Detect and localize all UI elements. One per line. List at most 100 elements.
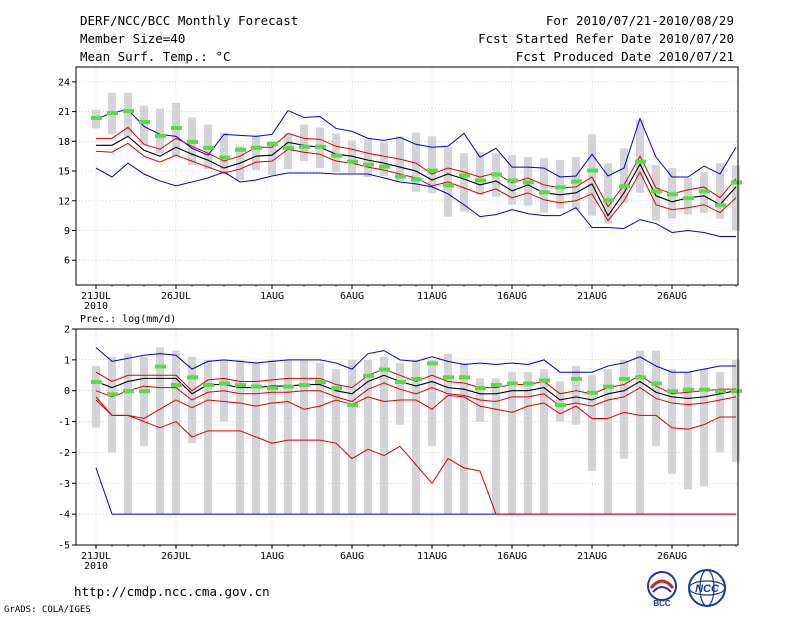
temp-xtick-label: 21JUL <box>81 291 111 302</box>
temp-observed-marker <box>331 153 342 158</box>
prec-observed-marker <box>203 383 214 388</box>
prec-observed-marker <box>395 379 406 384</box>
temp-observed-marker <box>91 116 102 121</box>
prec-spread-box <box>540 369 548 515</box>
prec-observed-marker <box>331 386 342 391</box>
temp-ytick-label: 9 <box>64 226 70 237</box>
temp-spread-box <box>300 124 308 162</box>
prec-xtick-label: 6AUG <box>340 551 364 562</box>
prec-lower-band-line <box>95 382 737 407</box>
prec-spread-box <box>204 359 212 515</box>
bcc-logo-text: BCC <box>653 599 671 608</box>
prec-observed-marker <box>555 403 566 408</box>
source-url[interactable]: http://cmdp.ncc.cma.gov.cn <box>74 584 270 599</box>
prec-spread-box <box>252 362 260 515</box>
prec-spread-box <box>732 359 740 462</box>
temp-spread-box <box>156 108 164 154</box>
temp-observed-marker <box>523 180 534 185</box>
temp-xtick-label: 21AUG <box>577 291 607 302</box>
prec-xtick-label: 16AUG <box>497 551 527 562</box>
prec-spread-box <box>684 372 692 490</box>
prec-observed-marker <box>379 367 390 372</box>
temp-spread-box <box>428 136 436 193</box>
prec-observed-marker <box>635 375 646 380</box>
temp-spread-box <box>252 135 260 171</box>
prec-ytick-label: 1 <box>64 355 70 366</box>
temp-ytick-label: 12 <box>58 196 70 207</box>
temp-observed-marker <box>107 111 118 116</box>
bcc-logo: BCC <box>647 571 677 608</box>
prec-ytick-label: 2 <box>64 325 70 336</box>
prec-observed-marker <box>155 364 166 369</box>
prec-spread-box <box>348 359 356 515</box>
prec-observed-marker <box>123 389 134 394</box>
temp-observed-marker <box>603 198 614 203</box>
temp-observed-marker <box>283 145 294 150</box>
temp-ytick-label: 6 <box>64 256 70 267</box>
prec-spread-box <box>700 369 708 487</box>
temp-spread-box <box>332 133 340 173</box>
prec-spread-box <box>508 372 516 515</box>
prec-spread-box <box>556 381 564 422</box>
prec-observed-marker <box>299 383 310 388</box>
temp-observed-marker <box>299 144 310 149</box>
temp-observed-marker <box>347 159 358 164</box>
temp-observed-marker <box>667 192 678 197</box>
prec-observed-marker <box>475 386 486 391</box>
prec-xtick-label: 21AUG <box>577 551 607 562</box>
temp-ytick-label: 15 <box>58 167 70 178</box>
prec-observed-marker <box>507 381 518 386</box>
chart-title: DERF/NCC/BCC Monthly Forecast <box>80 13 299 28</box>
temp-observed-marker <box>683 196 694 201</box>
temp-observed-marker <box>715 203 726 208</box>
prec-observed-marker <box>171 383 182 388</box>
prec-observed-marker <box>267 386 278 391</box>
temp-observed-marker <box>155 133 166 138</box>
temp-ytick-label: 21 <box>58 107 70 118</box>
prec-observed-marker <box>235 383 246 388</box>
prec-observed-marker <box>411 376 422 381</box>
prec-observed-marker <box>651 381 662 386</box>
temp-spread-box <box>588 134 596 216</box>
prec-spread-box <box>172 350 180 515</box>
temp-xtick-label: 16AUG <box>497 291 527 302</box>
temp-spread-box <box>556 160 564 209</box>
temp-spread-box <box>604 163 612 224</box>
prec-mean-line <box>95 374 737 401</box>
prec-ytick-label: -2 <box>58 448 70 459</box>
temp-observed-marker <box>123 109 134 114</box>
prec-spread-box <box>284 359 292 515</box>
temp-observed-marker <box>571 179 582 184</box>
prec-observed-marker <box>619 376 630 381</box>
prec-spread-box <box>588 375 596 471</box>
temp-spread-box <box>716 163 724 219</box>
prec-spread-box <box>428 359 436 447</box>
prec-ytick-label: -5 <box>58 541 70 552</box>
prec-spread-box <box>524 372 532 515</box>
temp-ytick-label: 18 <box>58 137 70 148</box>
prec-ytick-label: -3 <box>58 479 70 490</box>
prec-observed-marker <box>107 392 118 397</box>
temp-spread-box <box>460 153 468 212</box>
ncc-logo-text: NCC <box>695 583 720 595</box>
prec-spread-box <box>668 369 676 475</box>
temp-observed-marker <box>171 125 182 130</box>
prec-observed-marker <box>363 373 374 378</box>
prec-observed-marker <box>91 379 102 384</box>
temp-spread-box <box>476 152 484 195</box>
temp-upper-band-line <box>96 126 737 208</box>
prec-spread-box <box>108 356 116 453</box>
temp-observed-marker <box>187 139 198 144</box>
temp-observed-marker <box>539 190 550 195</box>
temp-observed-marker <box>203 145 214 150</box>
temp-observed-marker <box>443 183 454 188</box>
prec-ytick-label: -1 <box>58 417 70 428</box>
prec-observed-marker <box>571 376 582 381</box>
temp-observed-marker <box>587 168 598 173</box>
temp-spread-box <box>412 132 420 192</box>
temp-observed-marker <box>459 173 470 178</box>
prec-spread-box <box>236 359 244 515</box>
prec-lower-quartile-line <box>95 394 736 430</box>
prec-observed-marker <box>587 390 598 395</box>
